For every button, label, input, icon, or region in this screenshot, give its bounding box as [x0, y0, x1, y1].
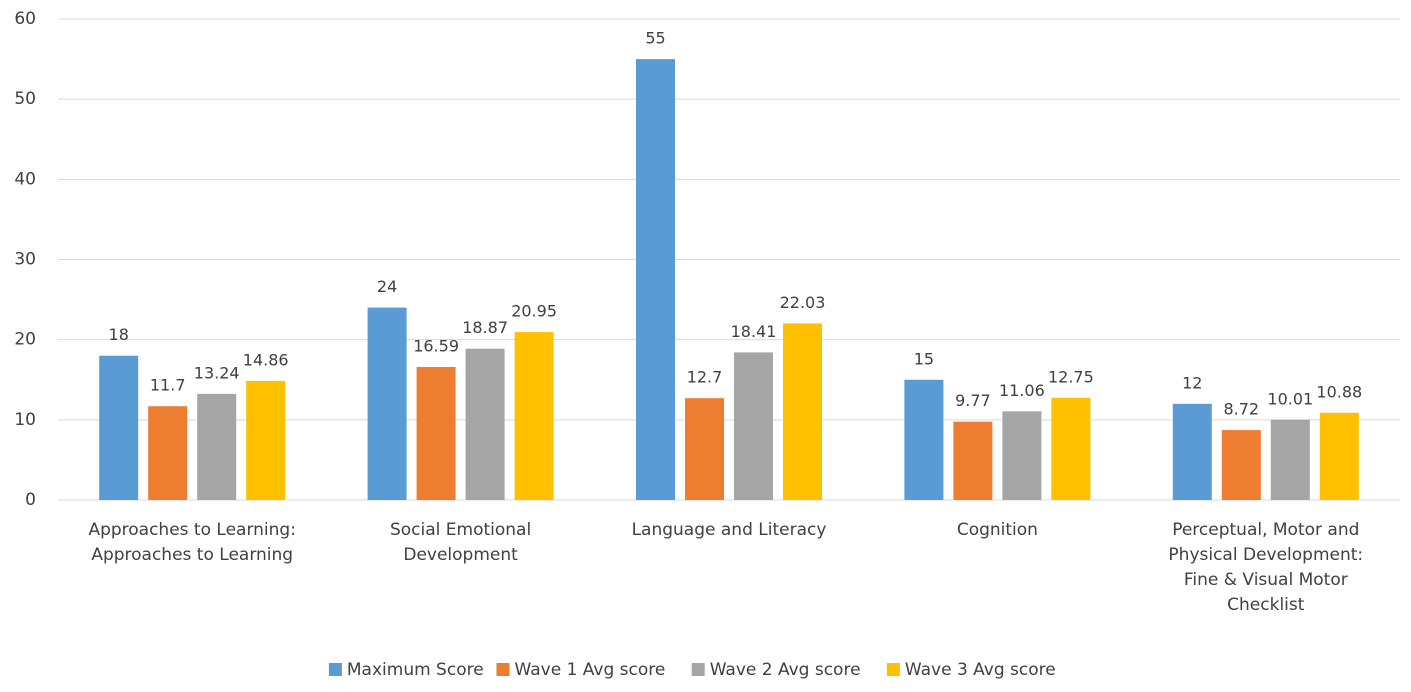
data-label: 12.7	[687, 368, 723, 387]
data-label: 24	[377, 277, 397, 296]
data-label: 55	[645, 29, 665, 48]
data-label: 15	[914, 349, 934, 368]
data-label: 12.75	[1048, 367, 1094, 386]
x-tick-label: Language and Literacy	[632, 520, 827, 540]
data-label: 12	[1182, 373, 1202, 392]
bar	[148, 406, 188, 500]
bar	[636, 59, 675, 500]
legend-swatch	[328, 663, 342, 676]
legend-swatch	[886, 663, 900, 676]
bar	[953, 421, 993, 500]
x-tick-label: Perceptual, Motor and Physical Developmen…	[1168, 520, 1363, 615]
bar	[1270, 419, 1310, 500]
legend-swatch	[496, 663, 510, 676]
legend-label: Maximum Score	[347, 660, 484, 680]
bar	[685, 398, 724, 500]
y-tick-label: 60	[14, 9, 36, 29]
y-tick-label: 10	[14, 410, 36, 430]
bar	[1221, 430, 1261, 500]
data-label: 10.88	[1316, 382, 1362, 401]
y-tick-label: 40	[14, 169, 36, 189]
data-label: 8.72	[1223, 400, 1259, 419]
data-label: 18.41	[731, 322, 777, 341]
bar	[367, 307, 407, 500]
x-tick-label: Approaches to Learning: Approaches to Lea…	[88, 520, 296, 565]
y-tick-label: 20	[14, 330, 36, 350]
bar	[734, 352, 773, 500]
bar	[197, 393, 237, 500]
bar	[1051, 397, 1091, 500]
data-label: 14.86	[243, 350, 289, 369]
bar	[99, 355, 139, 500]
bar	[246, 380, 286, 500]
data-label: 11.7	[150, 376, 186, 395]
data-label: 13.24	[194, 363, 240, 382]
data-label: 16.59	[413, 337, 459, 356]
data-label: 10.01	[1267, 389, 1313, 408]
data-label: 20.95	[511, 302, 557, 321]
x-tick-label: Social Emotional Development	[390, 520, 531, 565]
data-label: 9.77	[955, 391, 991, 410]
legend-label: Wave 3 Avg score	[905, 660, 1056, 680]
bar	[904, 379, 944, 500]
y-tick-label: 50	[14, 89, 36, 109]
y-tick-label: 0	[25, 490, 36, 510]
bar	[783, 323, 822, 500]
bar	[1319, 412, 1359, 500]
data-label: 18	[109, 325, 129, 344]
x-tick-label: Cognition	[957, 520, 1038, 540]
data-label: 22.03	[780, 293, 826, 312]
data-label: 11.06	[999, 381, 1045, 400]
legend-swatch	[691, 663, 705, 676]
data-label: 18.87	[462, 318, 508, 337]
legend-label: Wave 1 Avg score	[515, 660, 666, 680]
bar	[1172, 403, 1212, 500]
bar	[1002, 411, 1042, 500]
legend-label: Wave 2 Avg score	[710, 660, 861, 680]
bar	[514, 332, 554, 500]
bar	[416, 367, 456, 500]
y-tick-label: 30	[14, 250, 36, 270]
bar	[465, 348, 505, 500]
